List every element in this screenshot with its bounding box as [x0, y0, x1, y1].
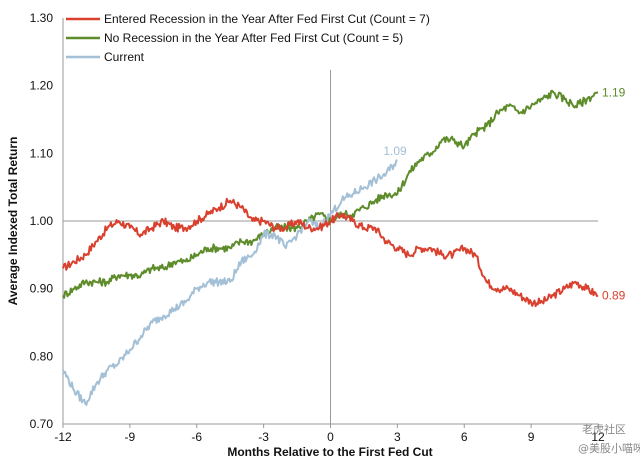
legend-item-label: Current [104, 50, 145, 64]
series-line [62, 159, 398, 406]
series-end-label: 1.19 [602, 85, 626, 99]
watermark-line1: 老虎社区 [582, 422, 626, 436]
y-tick-label: 0.70 [30, 417, 54, 431]
x-tick-label: -9 [125, 430, 136, 444]
legend-item-label: No Recession in the Year After Fed First… [104, 31, 403, 45]
x-tick-label: 3 [394, 430, 401, 444]
x-tick-label: -6 [191, 430, 202, 444]
y-tick-label: 1.20 [30, 79, 54, 93]
watermark-line2: @美股小喵咪 [578, 442, 640, 455]
x-axis-title: Months Relative to the First Fed Cut [227, 445, 432, 459]
x-tick-label: -3 [258, 430, 269, 444]
y-tick-label: 1.30 [30, 11, 54, 25]
series-end-label: 0.89 [602, 288, 626, 302]
y-axis-title: Average Indexed Total Return [6, 137, 20, 306]
watermark: 老虎社区 @美股小喵咪 [578, 422, 640, 455]
x-tick-label: 0 [327, 430, 334, 444]
x-tick-label: 12 [591, 430, 605, 444]
x-tick-label: -12 [54, 430, 72, 444]
x-tick-label: 6 [461, 430, 468, 444]
legend-item-label: Entered Recession in the Year After Fed … [104, 12, 430, 26]
series-line [62, 197, 599, 308]
y-axis-ticks: 0.70 0.80 0.90 1.00 1.10 1.20 1.30 [30, 11, 54, 431]
x-tick-label: 9 [528, 430, 535, 444]
y-tick-label: 0.90 [30, 282, 54, 296]
legend: Entered Recession in the Year After Fed … [66, 12, 430, 64]
series-end-label: 1.09 [383, 144, 407, 158]
x-axis-ticks: -12 -9 -6 -3 0 3 6 9 12 [54, 424, 605, 444]
end-labels: 0.89 1.19 1.09 [383, 85, 625, 302]
y-tick-label: 0.80 [30, 349, 54, 363]
y-tick-label: 1.00 [30, 214, 54, 228]
series-layer [62, 89, 599, 406]
y-tick-label: 1.10 [30, 146, 54, 160]
reference-lines [63, 70, 598, 424]
